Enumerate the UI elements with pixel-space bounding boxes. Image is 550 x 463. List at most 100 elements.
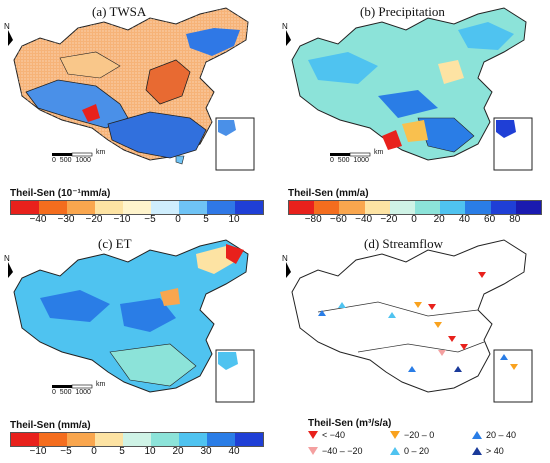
colorbar-tick-label: 60: [484, 214, 496, 225]
colorbar-segment: [179, 201, 207, 214]
north-label: N: [282, 254, 288, 263]
panel-title: (d) Streamflow: [364, 236, 444, 251]
colorbar-segment: [179, 433, 207, 446]
legend-label: 20 – 40: [486, 430, 517, 440]
station-markers: [318, 272, 486, 372]
scale-tick: 1000: [75, 389, 91, 396]
triangle-up-icon: [472, 431, 482, 439]
colorbar-tick-label: 5: [119, 446, 125, 457]
colorbar-segment: [235, 433, 263, 446]
legend-title: Theil-Sen (10⁻¹mm/a): [10, 188, 111, 199]
colorbar-segment: [207, 433, 235, 446]
colorbar-segment: [235, 201, 263, 214]
legend-item: 0 – 20: [390, 446, 429, 456]
colorbar-tick-label: −60: [329, 214, 347, 225]
colorbar-segment: [415, 201, 441, 214]
scale-unit: km: [96, 381, 106, 388]
colorbar-tick-label: −30: [57, 214, 75, 225]
north-label: N: [4, 22, 10, 31]
colorbar-tick-label: 20: [172, 446, 184, 457]
panel-twsa: (a) TWSA N 0 500 1000 km Theil-Sen (10⁻¹…: [0, 0, 272, 228]
scale-tick: 0: [52, 389, 56, 396]
colorbar-tick-label: −10: [29, 446, 47, 457]
colorbar-ticks: −80 −60 −40 −20 0 20 40 60 80: [288, 214, 540, 226]
legend-label: 0 – 20: [404, 446, 430, 456]
triangle-up-icon: [472, 447, 482, 455]
panel-streamflow: (d) Streamflow N Theil-Sen (m³/s/a) < −4…: [278, 232, 550, 460]
colorbar-tick-label: −10: [113, 214, 131, 225]
scale-ticks: 0 500 1000: [52, 389, 91, 396]
legend-item: < −40: [308, 430, 345, 440]
colorbar-tick-label: 80: [509, 214, 521, 225]
north-arrow-icon: [8, 262, 13, 278]
et-map: [8, 239, 255, 403]
panel-et: (c) ET N 0 500 1000 km Theil-Sen (mm/a) …: [0, 232, 272, 460]
scale-tick: 500: [337, 157, 350, 164]
scale-tick: 0: [330, 157, 334, 164]
colorbar-tick-label: 5: [203, 214, 209, 225]
colorbar-tick-label: 40: [458, 214, 470, 225]
colorbar: [10, 200, 264, 215]
colorbar-segment: [207, 201, 235, 214]
scale-tick: 1000: [75, 157, 91, 164]
legend-title: Theil-Sen (mm/a): [288, 188, 369, 199]
colorbar-tick-label: −40: [29, 214, 47, 225]
colorbar-segment: [123, 201, 151, 214]
legend-label: > 40: [486, 446, 504, 456]
colorbar-tick-label: −20: [85, 214, 103, 225]
colorbar-segment: [39, 433, 67, 446]
colorbar-tick-label: 30: [200, 446, 212, 457]
panel-precipitation: (b) Precipitation N 0 500 1000 km Theil-…: [278, 0, 550, 228]
triangle-down-icon: [308, 447, 318, 455]
colorbar-tick-label: −5: [60, 446, 72, 457]
colorbar-segment: [151, 433, 179, 446]
panel-title: (c) ET: [98, 236, 132, 251]
panel-title: (a) TWSA: [92, 4, 147, 19]
scale-tick: 500: [59, 157, 72, 164]
scale-bar: [52, 152, 93, 157]
triangle-up-icon: [390, 447, 400, 455]
colorbar-tick-label: −80: [304, 214, 322, 225]
scale-tick: 0: [52, 157, 56, 164]
colorbar-segment: [67, 201, 95, 214]
colorbar-ticks: −40 −30 −20 −10 −5 0 5 10: [10, 214, 262, 226]
colorbar-tick-label: 0: [411, 214, 417, 225]
colorbar-segment: [95, 433, 123, 446]
legend-label: −20 – 0: [404, 430, 435, 440]
precipitation-map: [286, 7, 533, 171]
twsa-map: [8, 7, 255, 171]
colorbar-segment: [289, 201, 315, 214]
legend-item: 20 – 40: [472, 430, 516, 440]
triangle-down-icon: [308, 431, 318, 439]
colorbar-tick-label: 40: [228, 446, 240, 457]
colorbar-tick-label: 0: [91, 446, 97, 457]
north-arrow-icon: [8, 30, 13, 46]
north-label: N: [4, 254, 10, 263]
colorbar-segment: [11, 433, 39, 446]
colorbar-tick-label: −40: [355, 214, 373, 225]
colorbar-segment: [389, 201, 416, 214]
colorbar-segment: [465, 201, 491, 214]
legend-title: Theil-Sen (m³/s/a): [308, 418, 392, 429]
north-arrow-icon: [286, 30, 291, 46]
colorbar-segment: [39, 201, 67, 214]
north-label: N: [282, 22, 288, 31]
legend-item: −20 – 0: [390, 430, 434, 440]
scale-ticks: 0 500 1000: [330, 157, 369, 164]
panel-title: (b) Precipitation: [360, 4, 445, 19]
colorbar-tick-label: 10: [228, 214, 240, 225]
colorbar-tick-label: −20: [380, 214, 398, 225]
colorbar-segment: [440, 201, 466, 214]
colorbar-segment: [151, 201, 179, 214]
colorbar-tick-label: −5: [144, 214, 156, 225]
colorbar-segment: [364, 201, 390, 214]
colorbar-segment: [11, 201, 39, 214]
scale-ticks: 0 500 1000: [52, 157, 91, 164]
scale-tick: 1000: [353, 157, 369, 164]
colorbar-segment: [515, 201, 542, 214]
colorbar-segment: [123, 433, 151, 446]
colorbar-tick-label: 10: [144, 446, 156, 457]
colorbar-segment: [339, 201, 365, 214]
north-arrow-icon: [286, 262, 291, 278]
scale-unit: km: [374, 149, 384, 156]
